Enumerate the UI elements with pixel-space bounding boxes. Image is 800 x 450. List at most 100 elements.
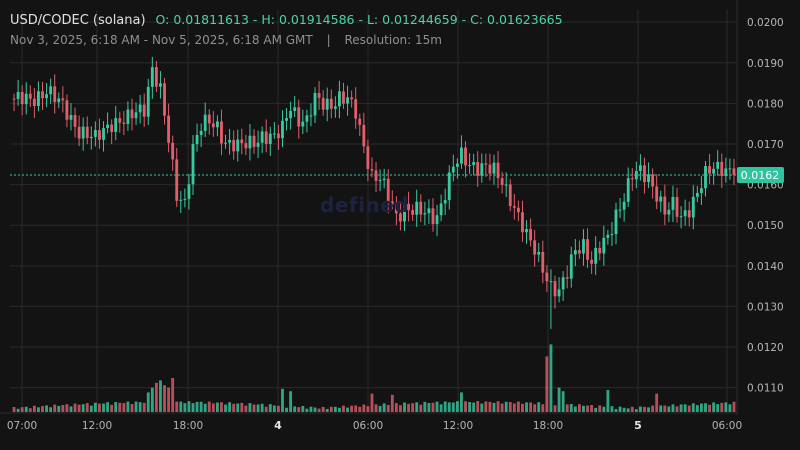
candle-body xyxy=(338,91,341,107)
volume-bar xyxy=(647,407,650,412)
candle-body xyxy=(179,199,183,201)
volume-bar xyxy=(577,404,581,412)
candle-body xyxy=(167,115,171,143)
ohlc-readout: O: 0.01811613 - H: 0.01914586 - L: 0.012… xyxy=(155,12,563,27)
volume-bar xyxy=(41,406,44,412)
x-tick-label: 06:00 xyxy=(712,420,742,432)
candle-body xyxy=(679,216,683,218)
candle-body xyxy=(329,98,333,109)
candle-body xyxy=(386,178,390,202)
volume-bar xyxy=(126,401,130,412)
volume-bar xyxy=(183,403,187,412)
candle-body xyxy=(728,168,732,170)
volume-bar xyxy=(512,403,516,412)
volume-bar xyxy=(191,403,195,412)
candle-body xyxy=(362,124,366,147)
volume-bar xyxy=(122,403,126,412)
volume-bar xyxy=(561,391,565,412)
volume-bar xyxy=(411,403,415,412)
volume-bar xyxy=(171,378,175,412)
volume-bar xyxy=(175,401,179,412)
separator: | xyxy=(326,33,331,47)
volume-bar xyxy=(655,393,659,412)
volume-bar xyxy=(305,408,309,412)
candle-body xyxy=(455,163,459,167)
volume-bar xyxy=(342,405,345,412)
volume-bar xyxy=(529,402,533,412)
candle-body xyxy=(240,139,244,144)
volume-bar xyxy=(455,401,459,412)
candle-body xyxy=(537,252,541,255)
volume-bar xyxy=(492,402,496,412)
y-tick-label: 0.0140 xyxy=(747,261,784,273)
volume-bar xyxy=(276,405,280,412)
candle-body xyxy=(81,126,85,139)
candle-body xyxy=(671,196,675,210)
candle-body xyxy=(691,196,695,218)
volume-bar xyxy=(407,403,410,412)
volume-bar xyxy=(130,404,134,412)
candle-body xyxy=(248,135,252,149)
candle-body xyxy=(529,229,533,241)
candle-body xyxy=(488,164,492,174)
candle-body xyxy=(342,91,345,104)
volume-bar xyxy=(651,405,655,412)
candle-body xyxy=(154,67,158,87)
candle-body xyxy=(464,147,467,166)
candle-body xyxy=(159,83,162,87)
candle-body xyxy=(256,142,260,147)
candle-body xyxy=(333,106,337,109)
volume-bar xyxy=(244,405,248,412)
volume-bar xyxy=(362,404,366,412)
volume-bar xyxy=(220,402,223,412)
candle-body xyxy=(573,250,577,255)
volume-bar xyxy=(378,405,382,412)
volume-bar xyxy=(138,402,142,412)
volume-bar xyxy=(610,406,614,412)
volume-bar xyxy=(626,408,630,412)
volume-bar xyxy=(399,405,402,412)
candle-body xyxy=(634,170,638,180)
volume-bar xyxy=(77,404,81,412)
candle-body xyxy=(394,204,398,214)
volume-bar xyxy=(114,402,118,412)
candle-body xyxy=(382,178,386,181)
candle-body xyxy=(281,120,284,139)
candle-body xyxy=(142,104,146,117)
volume-bar xyxy=(480,403,484,412)
volume-bar xyxy=(525,402,528,412)
y-tick-label: 0.0190 xyxy=(747,58,784,70)
candle-body xyxy=(41,91,44,99)
candle-body xyxy=(114,118,118,132)
volume-bar xyxy=(403,402,406,412)
volume-bar xyxy=(415,402,419,412)
y-tick-label: 0.0110 xyxy=(747,383,784,395)
candle-body xyxy=(602,237,606,254)
volume-bar xyxy=(24,406,28,412)
candle-body xyxy=(102,128,105,140)
volume-bar xyxy=(569,403,573,412)
volume-bar xyxy=(167,387,171,412)
candle-body xyxy=(77,126,81,139)
x-tick-label: 07:00 xyxy=(7,420,37,432)
volume-bar xyxy=(358,406,362,412)
volume-bar xyxy=(53,404,57,412)
candle-body xyxy=(12,98,16,100)
candle-body xyxy=(285,118,288,121)
candle-body xyxy=(65,100,69,120)
candle-body xyxy=(305,115,309,122)
volume-bar xyxy=(472,402,476,412)
candle-body xyxy=(106,124,110,129)
candle-body xyxy=(561,277,565,290)
price-tag-label: 0.0162 xyxy=(741,169,780,182)
candle-body xyxy=(708,166,711,174)
volume-bar xyxy=(394,403,398,412)
volume-bar xyxy=(643,406,646,412)
candle-body xyxy=(594,247,598,264)
candle-body xyxy=(638,165,642,171)
x-tick-label: 12:00 xyxy=(82,420,112,432)
candle-body xyxy=(411,210,415,215)
candle-body xyxy=(195,135,199,145)
